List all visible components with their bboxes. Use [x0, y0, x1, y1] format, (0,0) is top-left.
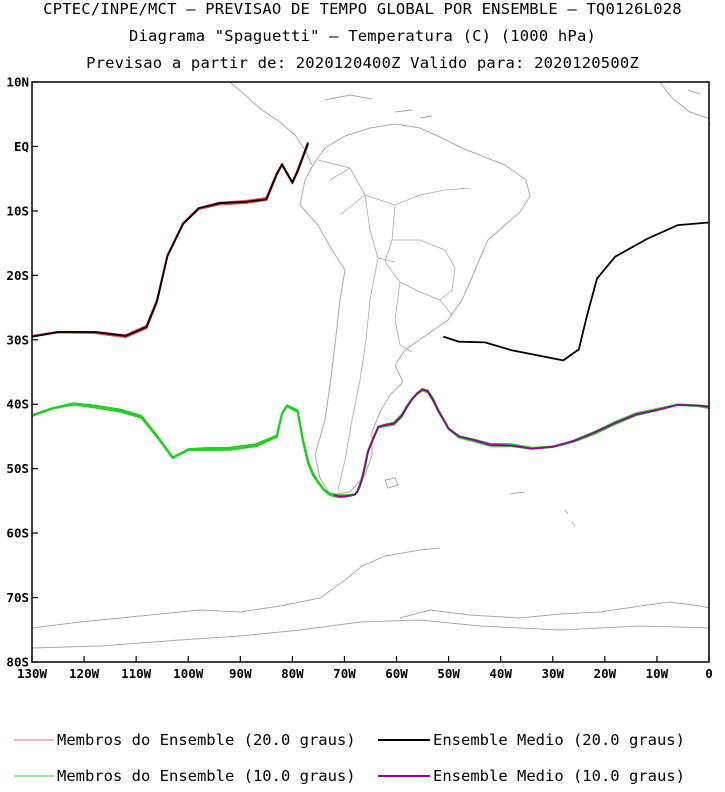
south-america-coastline — [299, 123, 531, 496]
x-tick-label: 120W — [69, 666, 100, 681]
x-tick-label: 100W — [173, 666, 204, 681]
country-borders — [317, 159, 471, 491]
series-0-member-6 — [32, 141, 309, 336]
x-tick-label: 80W — [281, 666, 304, 681]
x-tick-label: 0 — [705, 666, 713, 681]
y-tick-label: 20S — [6, 268, 29, 283]
x-tick-label: 70W — [333, 666, 356, 681]
legend-label-2: Membros do Ensemble (10.0 graus) — [57, 767, 356, 785]
x-tick-label: 20W — [594, 666, 617, 681]
x-tick-label: 110W — [121, 666, 152, 681]
legend: Membros do Ensemble (20.0 graus) Ensemble… — [14, 731, 685, 785]
series-3-member-0 — [31, 388, 709, 496]
y-tick-label: 10S — [6, 203, 29, 218]
south-atlantic-islands — [384, 477, 576, 527]
x-tick-label: 130W — [17, 666, 48, 681]
series-0-member-1 — [31, 141, 309, 337]
x-tick-label: 10W — [646, 666, 669, 681]
map-background — [31, 81, 711, 649]
series-1-mean-line — [31, 142, 309, 338]
africa-coastline — [659, 81, 711, 125]
series-0-member-2 — [31, 142, 309, 338]
y-tick-label: 70S — [6, 590, 29, 605]
x-tick-label: 40W — [489, 666, 512, 681]
legend-label-3: Ensemble Medio (10.0 graus) — [433, 767, 685, 785]
series-0-member-3 — [31, 143, 309, 338]
series-2-mean-line — [443, 221, 710, 362]
series-3-member-2 — [31, 388, 709, 498]
axis-ticks: 130W 120W 110W 100W 90W 80W 70W 60W 50W 40W 30W 20W… — [6, 75, 712, 682]
caribbean-islands — [324, 94, 433, 119]
series-0-member-11 — [32, 144, 309, 339]
x-tick-label: 50W — [437, 666, 460, 681]
y-tick-label: 10N — [6, 75, 29, 90]
x-tick-label: 30W — [541, 666, 564, 681]
legend-label-0: Membros do Ensemble (20.0 graus) — [57, 731, 356, 749]
series-3-member-3 — [31, 388, 709, 498]
series-0-member-0 — [31, 141, 309, 336]
y-tick-label: EQ — [14, 139, 29, 154]
chart-title-line-2: Diagrama "Spaguetti" — Temperatura (C) (… — [128, 27, 597, 45]
series-4-mean-line — [333, 388, 710, 498]
y-tick-label: 50S — [6, 461, 29, 476]
series-0-member-8 — [32, 142, 309, 338]
y-tick-label: 80S — [6, 655, 29, 670]
x-tick-label: 90W — [229, 666, 252, 681]
central-america-coastline — [229, 81, 313, 166]
series-0-member-7 — [32, 141, 309, 337]
y-tick-label: 40S — [6, 397, 29, 412]
chart-title-line-1: CPTEC/INPE/MCT — PREVISAO DE TEMPO GLOBA… — [43, 0, 682, 18]
series-0-member-5 — [31, 144, 309, 339]
series-3-member-1 — [31, 388, 709, 497]
y-tick-label: 60S — [6, 526, 29, 541]
x-tick-label: 60W — [385, 666, 408, 681]
series-0-member-9 — [32, 143, 309, 338]
plot-frame — [31, 81, 710, 663]
series-0-member-10 — [32, 144, 309, 338]
series-layer — [31, 141, 710, 499]
legend-label-1: Ensemble Medio (20.0 graus) — [433, 731, 685, 749]
chart-title-line-3: Previsao a partir de: 2020120400Z Valido… — [86, 54, 639, 72]
y-tick-label: 30S — [6, 332, 29, 347]
antarctica-coastline — [31, 547, 711, 649]
series-0-member-4 — [31, 144, 309, 338]
